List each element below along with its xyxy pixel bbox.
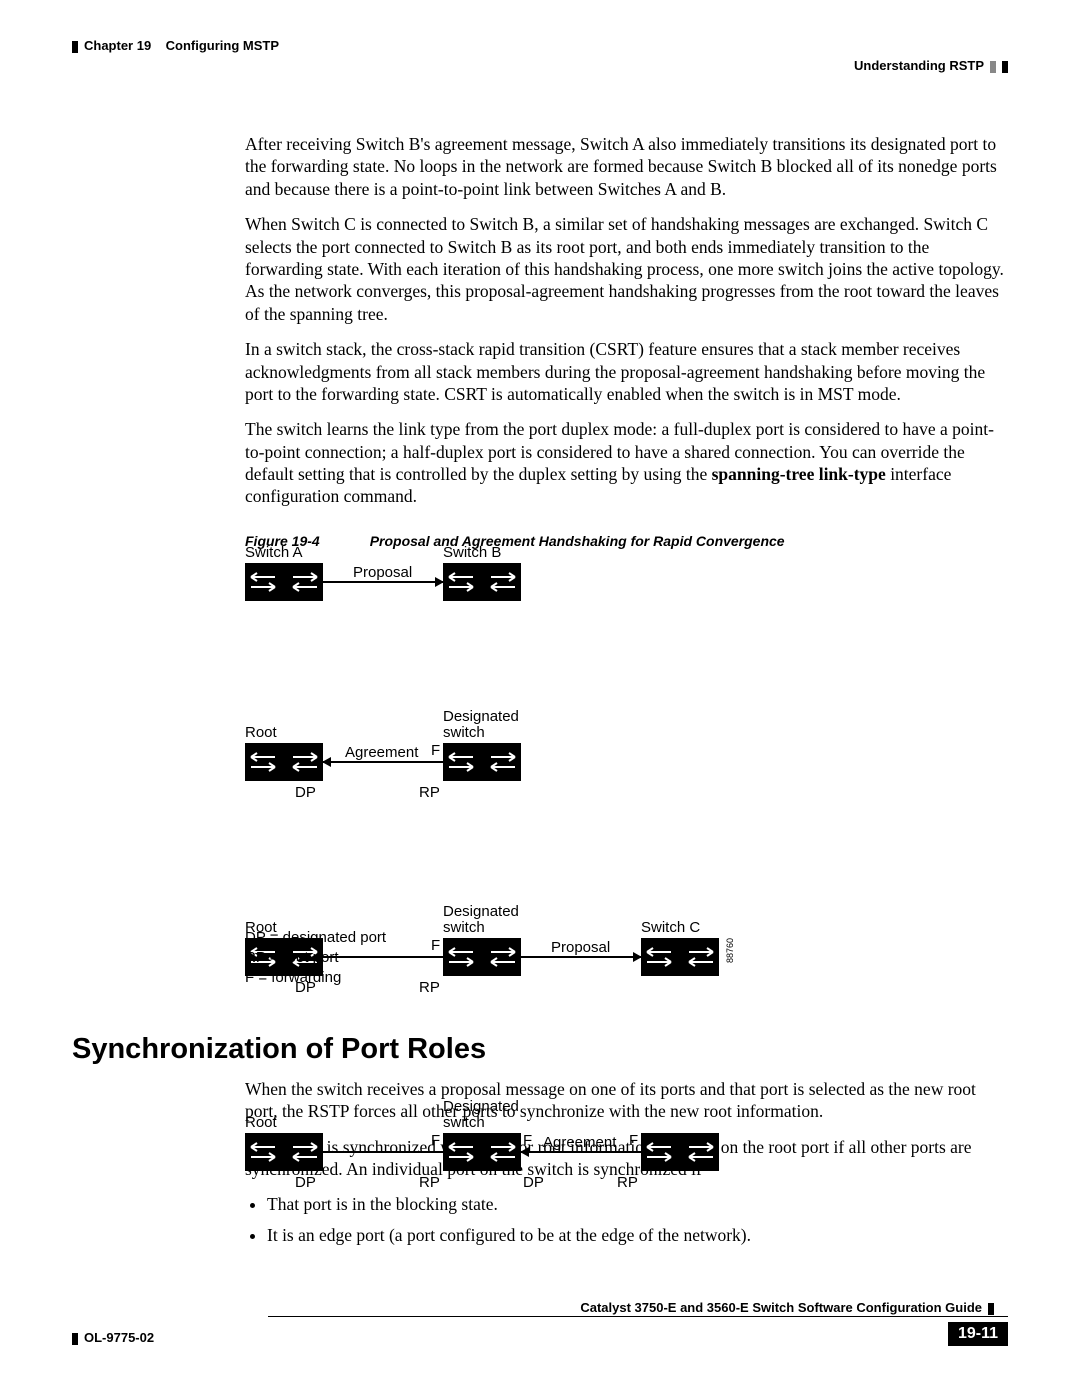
figure-caption: Figure 19-4Proposal and Agreement Handsh…	[245, 533, 1008, 551]
list-item: It is an edge port (a port configured to…	[267, 1224, 1008, 1246]
switch-icon: Root F DP	[245, 1133, 323, 1171]
footer-guide: Catalyst 3750-E and 3560-E Switch Softwa…	[580, 1300, 994, 1315]
switch-icon: Designated switch F RP	[443, 743, 521, 781]
page-number: 19-11	[948, 1322, 1008, 1346]
switch-icon: Designated switch F RP	[443, 938, 521, 976]
body-text: After receiving Switch B's agreement mes…	[245, 133, 1008, 1003]
paragraph: After receiving Switch B's agreement mes…	[245, 133, 1008, 200]
bullet-list: That port is in the blocking state. It i…	[245, 1193, 1008, 1246]
switch-icon: Switch C	[641, 938, 719, 976]
chapter-title: Configuring MSTP	[166, 38, 279, 53]
paragraph: When the switch receives a proposal mess…	[245, 1078, 1008, 1123]
switch-icon: F RP	[641, 1133, 719, 1171]
switch-icon: Switch B	[443, 563, 521, 601]
list-item: That port is in the blocking state.	[267, 1193, 1008, 1215]
paragraph: In a switch stack, the cross-stack rapid…	[245, 338, 1008, 405]
switch-icon: Switch A	[245, 563, 323, 601]
switch-icon: Designated switch F RP F DP	[443, 1133, 521, 1171]
switch-icon: Root F DP	[245, 743, 323, 781]
section-heading: Synchronization of Port Roles	[72, 1033, 1008, 1066]
figure-diagram: Switch A Proposal Switch B Root F DP Agr…	[245, 563, 765, 1003]
page-footer: Catalyst 3750-E and 3560-E Switch Softwa…	[72, 1316, 1008, 1366]
section-name: Understanding RSTP	[854, 58, 984, 73]
page-header: Chapter 19 Configuring MSTP Understandin…	[72, 38, 1008, 78]
footer-ol: OL-9775-02	[84, 1330, 154, 1345]
paragraph: When Switch C is connected to Switch B, …	[245, 213, 1008, 325]
chapter-number: Chapter 19	[84, 38, 151, 53]
figure-legend: DP = designated port RP = root port F = …	[245, 928, 386, 989]
image-number: 88760	[725, 933, 735, 963]
paragraph: The switch learns the link type from the…	[245, 418, 1008, 508]
